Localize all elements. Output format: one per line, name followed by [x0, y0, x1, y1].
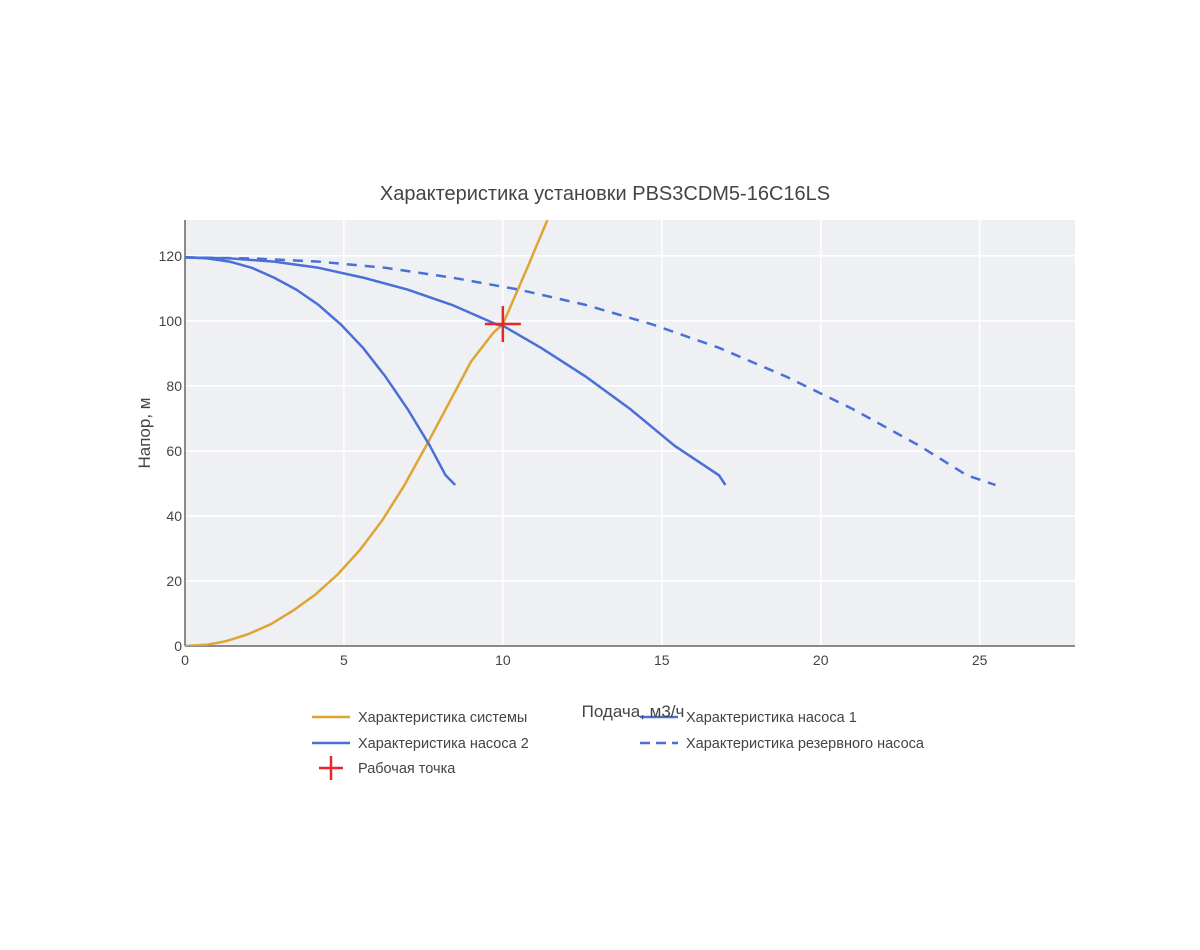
x-axis-label: Подача, м3/ч [582, 702, 685, 721]
x-tick-labels: 0 5 10 15 20 25 [181, 652, 988, 668]
legend-label: Характеристика системы [358, 710, 527, 726]
series-line-4 [185, 256, 996, 487]
legend-item-4[interactable]: Характеристика резервного насоса [640, 736, 925, 752]
axes [184, 220, 1075, 647]
legend-item-3[interactable]: Характеристика насоса 2 [312, 736, 529, 752]
x-tick-label: 0 [181, 652, 189, 668]
y-tick-label: 120 [159, 248, 183, 264]
chart-title: Характеристика установки PBS3CDM5-16C16L… [380, 183, 830, 205]
y-tick-label: 20 [166, 573, 182, 589]
y-tick-labels: 0 20 40 60 80 100 120 [159, 248, 183, 654]
plot-background [185, 220, 1075, 646]
legend-item-2[interactable]: Характеристика насоса 1 [640, 710, 857, 726]
y-tick-label: 60 [166, 443, 182, 459]
legend-label: Характеристика резервного насоса [686, 736, 925, 752]
series-line-1 [185, 220, 549, 646]
grid-lines [185, 220, 1075, 646]
series-line-2 [185, 256, 457, 486]
y-axis-label: Напор, м [135, 398, 154, 469]
legend-item-1[interactable]: Характеристика системы [312, 710, 527, 726]
y-tick-label: 80 [166, 378, 182, 394]
legend-label: Характеристика насоса 1 [686, 710, 857, 726]
y-tick-label: 0 [174, 638, 182, 654]
x-tick-label: 10 [495, 652, 511, 668]
y-tick-label: 40 [166, 508, 182, 524]
x-tick-label: 5 [340, 652, 348, 668]
legend-label: Рабочая точка [358, 761, 456, 777]
legend-item-5[interactable]: Рабочая точка [319, 756, 456, 780]
x-tick-label: 20 [813, 652, 829, 668]
operating-point-layer [484, 306, 521, 343]
legend-label: Характеристика насоса 2 [358, 736, 529, 752]
y-tick-label: 100 [159, 313, 183, 329]
x-tick-label: 15 [654, 652, 670, 668]
legend[interactable]: Характеристика системы Характеристика нас… [312, 710, 925, 780]
x-tick-label: 25 [972, 652, 988, 668]
